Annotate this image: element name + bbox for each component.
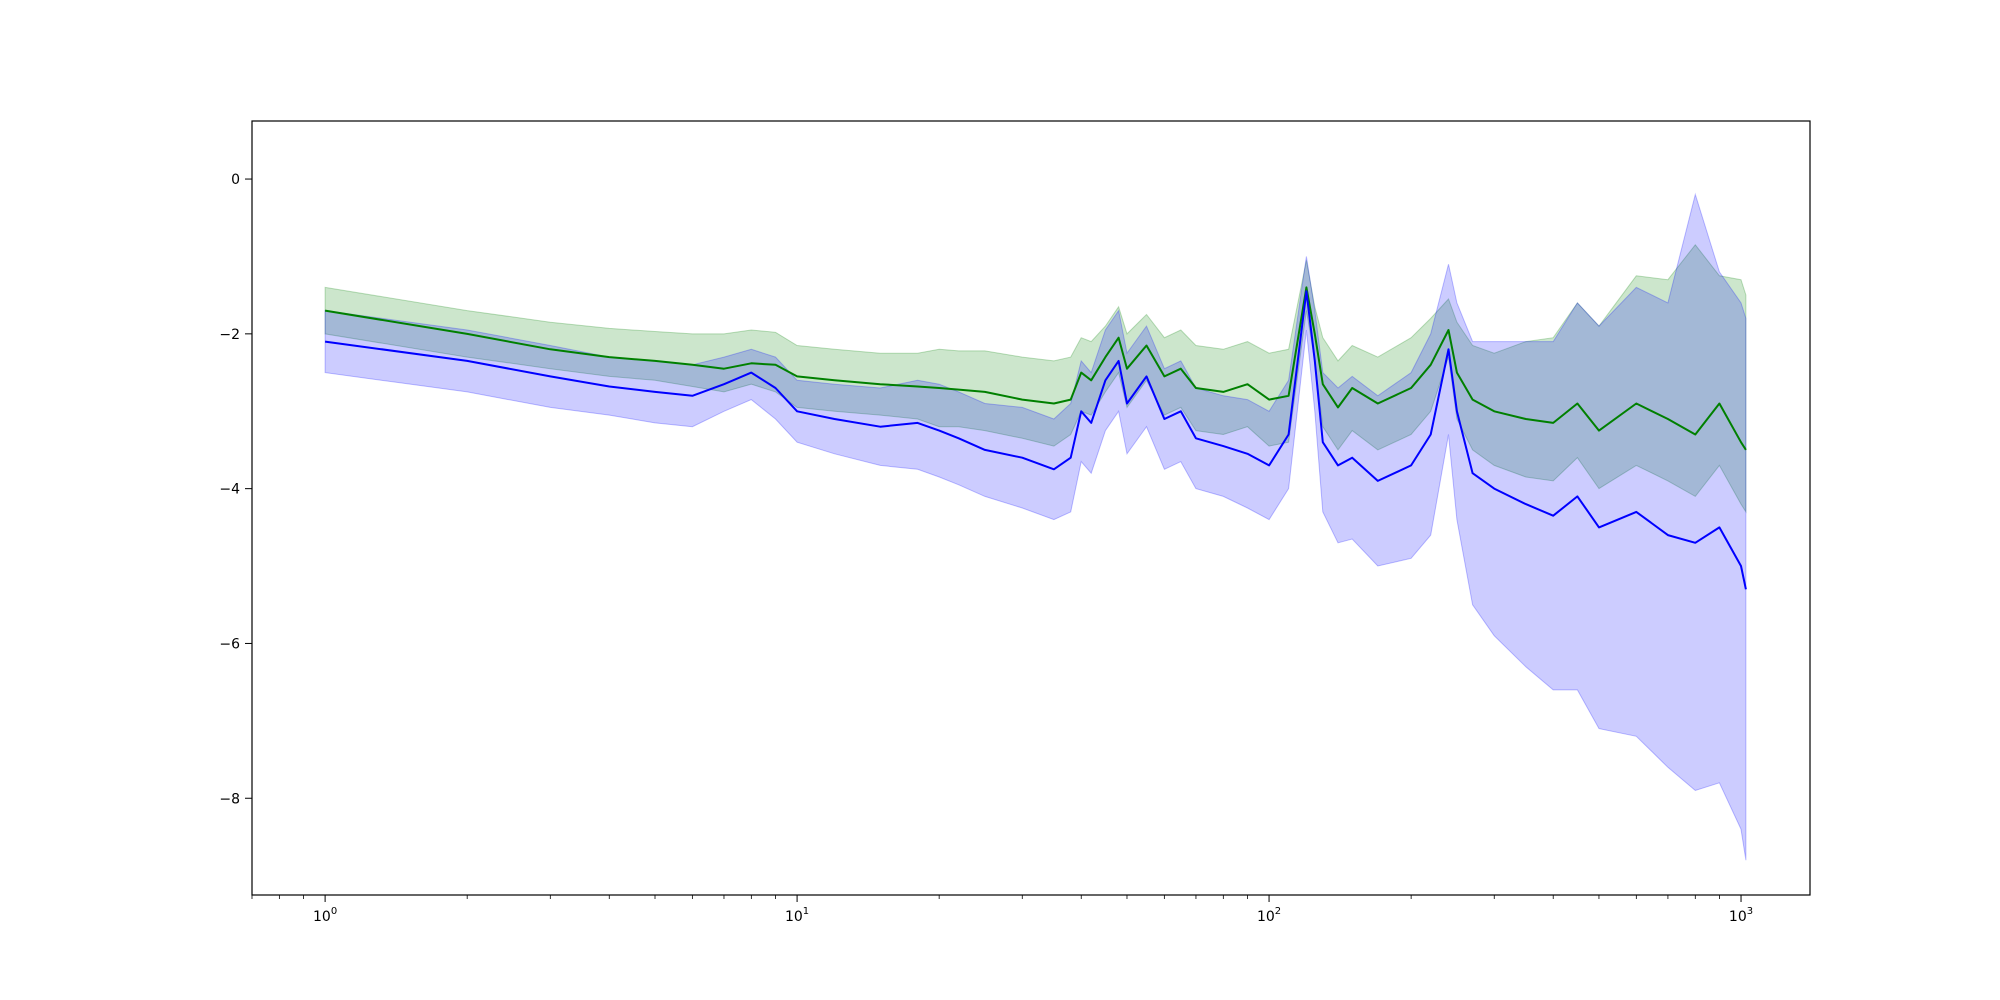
x-axis: 100 101 102 103	[251, 895, 1753, 925]
y-tick-label: 0	[231, 172, 240, 188]
x-tick-label: 100	[313, 906, 337, 925]
x-tick-label: 103	[1729, 906, 1753, 925]
y-tick-label: −8	[219, 791, 240, 807]
x-tick-label: 102	[1257, 906, 1281, 925]
series-2-line	[324, 290, 1747, 590]
series-1-band	[324, 243, 1747, 514]
series-lines	[324, 286, 1747, 590]
y-axis: 0 −2 −4 −6 −8	[219, 172, 252, 807]
x-tick-label: 101	[785, 906, 809, 925]
y-tick-label: −6	[219, 636, 240, 652]
y-tick-label: −4	[219, 482, 240, 498]
series-2-band	[324, 192, 1747, 861]
series-1-line	[324, 286, 1747, 451]
confidence-bands	[324, 192, 1747, 861]
plot-area-frame	[251, 120, 1811, 896]
y-tick-label: −2	[219, 327, 240, 343]
